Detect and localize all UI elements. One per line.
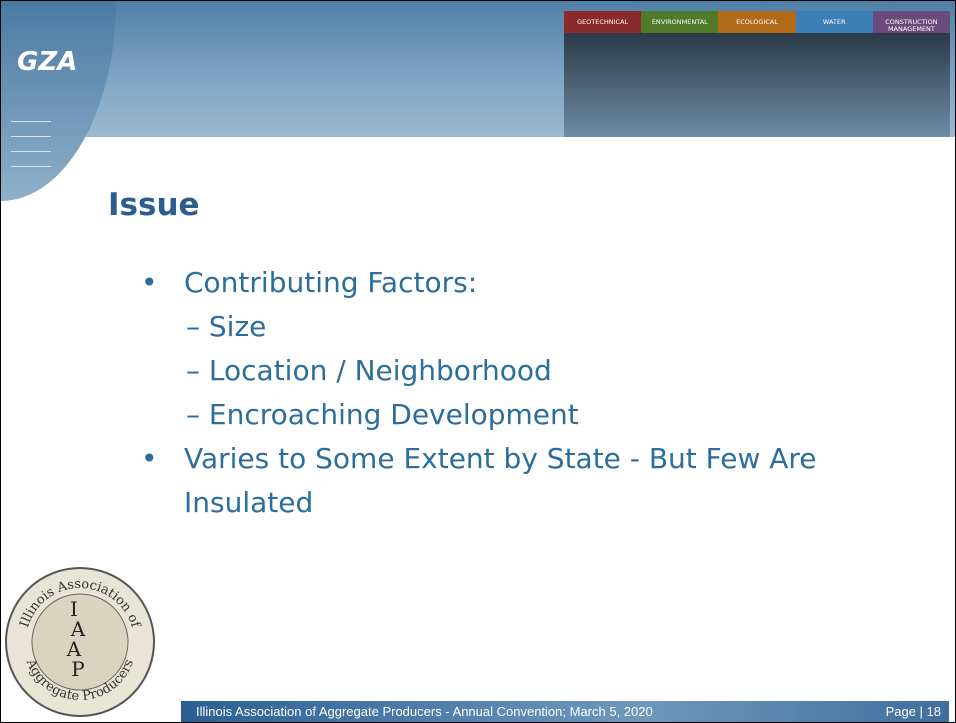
category-label: Environmental (641, 11, 718, 137)
bullet: Encroaching Development (141, 393, 901, 437)
slide-title: Issue (108, 187, 200, 223)
category-label: Ecological (718, 11, 795, 137)
category-label: Geotechnical (564, 11, 641, 137)
seal: Illinois Association of Aggregate Produc… (4, 564, 156, 720)
slide: GZA GeotechnicalEnvironmentalEcologicalW… (0, 0, 956, 723)
logo: GZA (17, 47, 77, 77)
footer: Illinois Association of Aggregate Produc… (181, 701, 949, 722)
bullet: Location / Neighborhood (141, 349, 901, 393)
category-label: Construction Management (873, 11, 950, 137)
bullet: Contributing Factors: (141, 261, 901, 305)
bullet: Varies to Some Extent by State - But Few… (141, 437, 901, 525)
page-number: Page | 18 (886, 701, 941, 722)
category-label: Water (796, 11, 873, 137)
bullet-list: Contributing Factors:SizeLocation / Neig… (141, 261, 901, 525)
category-strip: GeotechnicalEnvironmentalEcologicalWater… (564, 11, 950, 137)
bullet: Size (141, 305, 901, 349)
seal-letter: P (71, 657, 84, 681)
side-strip (1, 1, 116, 201)
footer-text: Illinois Association of Aggregate Produc… (196, 701, 653, 722)
